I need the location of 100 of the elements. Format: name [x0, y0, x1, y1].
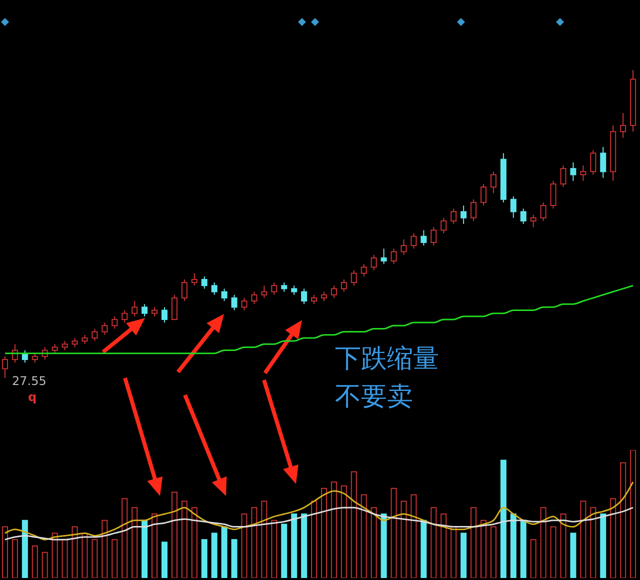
candlestick [330, 285, 337, 298]
bar [311, 500, 318, 578]
bar [610, 498, 616, 578]
candlestick [560, 164, 566, 188]
candlestick [520, 208, 526, 224]
candlestick [390, 248, 397, 265]
candlestick [132, 300, 138, 317]
bar [211, 532, 218, 578]
candlestick [430, 226, 437, 246]
bar [510, 514, 516, 578]
bar [320, 488, 327, 578]
candlestick [92, 328, 98, 342]
candlestick [201, 276, 208, 290]
bar [52, 532, 58, 578]
bar [251, 507, 258, 578]
bar [360, 494, 367, 578]
candlestick [211, 282, 218, 296]
bar [261, 500, 268, 578]
candlestick [271, 282, 278, 296]
bar [410, 494, 417, 578]
bar [221, 526, 228, 578]
text: 不要卖 [335, 382, 413, 414]
candlestick [231, 294, 238, 311]
bar [530, 539, 536, 578]
candlestick [102, 322, 108, 336]
candlestick [380, 248, 387, 265]
candlestick [470, 198, 477, 222]
candlestick [450, 208, 457, 224]
bar [460, 532, 467, 578]
bar [600, 514, 606, 578]
candlestick [490, 171, 496, 194]
bar [370, 507, 377, 578]
candlestick [420, 230, 427, 246]
candlestick [82, 334, 88, 345]
candlestick [221, 288, 228, 302]
candlestick [440, 217, 447, 234]
bar [12, 539, 18, 578]
candlestick [600, 146, 606, 178]
candlestick [570, 162, 576, 182]
candlestick [52, 344, 58, 354]
bar [291, 514, 298, 578]
candlestick [301, 288, 308, 305]
bar [400, 500, 407, 578]
bar [350, 471, 357, 578]
bar [500, 460, 506, 578]
bar [390, 488, 397, 578]
candlestick [340, 278, 347, 292]
candlestick [72, 337, 78, 348]
bar [520, 520, 526, 578]
candlestick [480, 183, 486, 206]
bar [62, 539, 68, 578]
candlestick [291, 285, 298, 296]
candlestick [171, 294, 178, 320]
bar [22, 520, 28, 578]
bar [570, 532, 576, 578]
candlestick [161, 306, 168, 324]
bar [2, 526, 8, 578]
annotation: 27.55 [12, 374, 46, 388]
bar [92, 539, 98, 578]
candlestick [62, 340, 68, 351]
candlestick [142, 304, 148, 317]
bar [550, 526, 556, 578]
candlestick [530, 214, 536, 228]
bar [450, 526, 457, 578]
bar [82, 532, 88, 578]
bar [181, 500, 188, 578]
bar [102, 520, 108, 578]
annotation: 下跌缩量 [335, 344, 439, 376]
candlestick [32, 352, 38, 364]
bar [201, 539, 208, 578]
bar [132, 507, 138, 578]
bar [560, 514, 566, 578]
bar [171, 492, 178, 578]
bar [630, 450, 636, 578]
bar [42, 552, 48, 578]
candlestick [181, 278, 188, 302]
bar [430, 507, 437, 578]
bar [281, 524, 288, 578]
candlestick [152, 306, 158, 317]
bar [152, 514, 158, 578]
candlestick [281, 282, 288, 292]
candlestick [261, 285, 268, 298]
bar [380, 514, 387, 578]
candlestick [191, 272, 198, 286]
bar [301, 514, 308, 578]
bar [490, 526, 496, 578]
bar [122, 498, 128, 578]
bar [231, 539, 238, 578]
candlestick [320, 291, 327, 302]
bar [142, 520, 148, 578]
bar [330, 482, 337, 578]
bar [470, 507, 477, 578]
bar [420, 520, 427, 578]
bar [191, 507, 198, 578]
candlestick [460, 205, 467, 224]
candlestick [360, 264, 367, 277]
bar [271, 520, 278, 578]
bar [161, 542, 168, 578]
candlestick [510, 196, 516, 218]
bar [340, 485, 347, 578]
